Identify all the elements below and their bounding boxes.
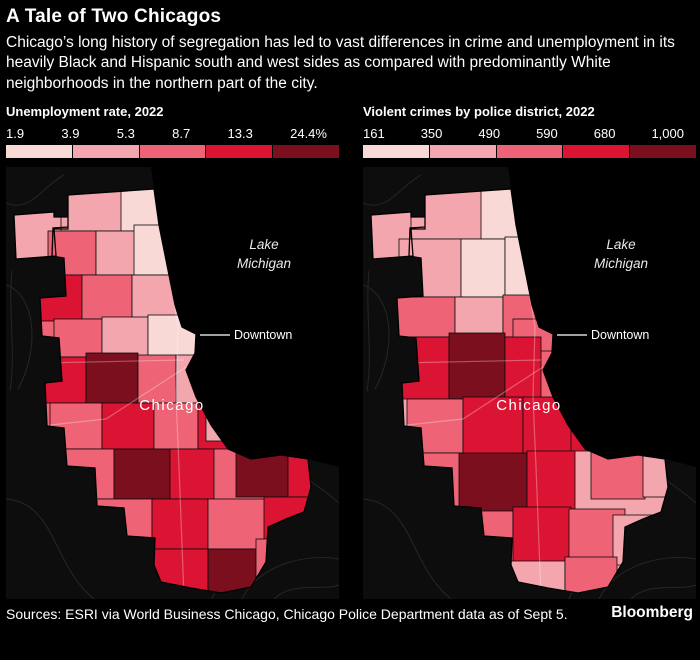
unemployment-panel: Unemployment rate, 2022 1.9 3.9 5.3 8.7 … — [6, 98, 339, 599]
district-region — [95, 230, 137, 276]
district-region — [454, 296, 504, 338]
district-region — [85, 352, 139, 404]
legend-tick-label: 1,000 — [651, 125, 684, 141]
legend-tick-label: 161 — [363, 125, 385, 141]
source-note: Sources: ESRI via World Business Chicago… — [6, 605, 568, 622]
chart-subtitle: Chicago’s long history of segregation ha… — [6, 34, 675, 92]
district-region — [81, 274, 133, 320]
district-region — [448, 332, 506, 400]
bloomberg-graphic: A Tale of Two Chicagos Chicago’s long hi… — [6, 6, 696, 623]
bloomberg-logo: Bloomberg — [611, 603, 693, 621]
legend-tick-label: 8.7 — [172, 125, 191, 141]
legend-tick-label: 490 — [478, 125, 501, 141]
legend-title-crime: Violent crimes by police district, 2022 — [363, 103, 595, 119]
legend-tick-label: 590 — [536, 125, 558, 141]
lake-michigan-label: Lake — [606, 237, 635, 252]
color-ramp — [363, 144, 696, 158]
chart-title: A Tale of Two Chicagos — [6, 6, 222, 27]
city-boundary — [13, 188, 312, 594]
downtown-label: Downtown — [591, 328, 649, 342]
lake-michigan-label: Michigan — [594, 256, 648, 271]
ramp-segment — [139, 144, 206, 158]
district-region — [169, 448, 215, 500]
legend-tick-label: 680 — [593, 125, 616, 141]
legend-scale-labels: 1.9 3.9 5.3 8.7 13.3 24.4% — [6, 126, 339, 141]
ramp-segment — [429, 144, 496, 158]
district-region — [396, 296, 456, 338]
unemployment-choropleth-map: Lake Michigan Downtown Chicago — [6, 166, 339, 599]
ramp-segment — [206, 144, 273, 158]
lake-michigan-label: Lake — [249, 237, 278, 252]
footer: Sources: ESRI via World Business Chicago… — [6, 604, 693, 623]
legend-title-unemployment: Unemployment rate, 2022 — [6, 103, 164, 119]
ramp-segment — [6, 144, 72, 158]
map-columns: Unemployment rate, 2022 1.9 3.9 5.3 8.7 … — [6, 98, 696, 599]
ramp-segment — [563, 144, 630, 158]
legend-tick-label: 1.9 — [6, 125, 25, 141]
color-ramp — [6, 144, 339, 158]
district-region — [512, 506, 572, 564]
ramp-segment — [273, 144, 339, 158]
district-region — [53, 318, 103, 358]
crime-choropleth-map: Lake Michigan Downtown Chicago — [363, 166, 696, 599]
ramp-segment — [72, 144, 139, 158]
ramp-segment — [363, 144, 429, 158]
ramp-segment — [496, 144, 563, 158]
chicago-label: Chicago — [496, 397, 562, 414]
lake-michigan-water — [508, 166, 696, 467]
legend-tick-label: 24.4% — [290, 125, 327, 141]
lake-michigan-label: Michigan — [237, 256, 291, 271]
district-region — [458, 452, 528, 514]
district-region — [526, 450, 576, 510]
district-region — [153, 402, 199, 450]
ramp-segment — [630, 144, 696, 158]
district-region — [137, 354, 177, 404]
city-boundary — [370, 188, 669, 594]
district-region — [462, 396, 524, 456]
legend-tick-label: 3.9 — [61, 125, 80, 141]
district-region — [504, 336, 542, 400]
district-region — [101, 316, 149, 358]
downtown-label: Downtown — [234, 328, 292, 342]
legend-tick-label: 350 — [420, 125, 443, 141]
legend-scale-labels: 161 350 490 590 680 1,000 — [363, 126, 696, 141]
crime-panel: Violent crimes by police district, 2022 … — [363, 98, 696, 599]
district-region — [113, 448, 171, 500]
chicago-label: Chicago — [139, 397, 205, 414]
district-region — [460, 238, 506, 298]
legend-tick-label: 13.3 — [227, 125, 253, 141]
lake-michigan-water — [151, 166, 339, 467]
road-lines — [363, 174, 696, 599]
district-region — [151, 498, 209, 550]
legend-tick-label: 5.3 — [116, 125, 135, 141]
district-region — [207, 548, 259, 593]
